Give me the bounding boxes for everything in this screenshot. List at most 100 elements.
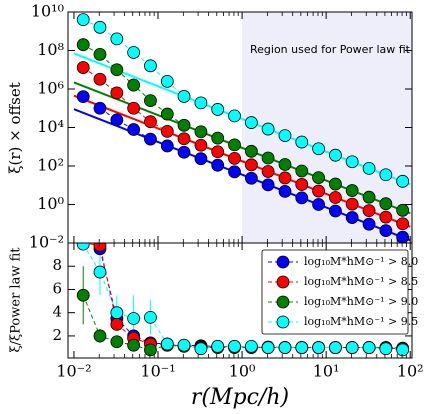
data-point xyxy=(295,135,309,149)
data-point xyxy=(396,203,410,217)
data-point xyxy=(345,197,359,211)
legend-label: log₁₀M*hM⊙⁻¹ > 8.0 xyxy=(304,255,418,268)
data-point xyxy=(345,184,359,197)
data-point xyxy=(329,204,342,218)
data-point xyxy=(244,158,258,172)
data-point xyxy=(379,168,393,182)
data-point xyxy=(295,178,309,191)
data-point xyxy=(127,46,141,59)
y-tick-label: 6 xyxy=(52,279,62,297)
legend-marker xyxy=(276,315,290,329)
data-point xyxy=(278,129,292,142)
x-tick-label: 10⁰ xyxy=(229,362,256,381)
data-point xyxy=(278,184,292,198)
data-line xyxy=(82,44,403,211)
data-point xyxy=(312,142,325,156)
data-point xyxy=(379,197,393,211)
legend-marker xyxy=(276,295,290,309)
data-point xyxy=(228,151,241,165)
data-point xyxy=(362,204,376,218)
ratio-point xyxy=(144,310,157,324)
ratio-point xyxy=(76,288,90,302)
data-point xyxy=(396,217,410,231)
data-point xyxy=(244,116,258,129)
data-point xyxy=(211,103,225,116)
data-point xyxy=(144,132,157,146)
data-point xyxy=(228,109,241,123)
ratio-point xyxy=(278,341,292,354)
y-tick-label: 10² xyxy=(37,156,64,175)
ratio-point xyxy=(144,343,157,357)
x-tick-label: 10⁻² xyxy=(56,362,91,381)
data-point xyxy=(160,124,174,138)
ratio-point xyxy=(362,341,376,354)
data-point xyxy=(160,74,174,88)
data-point xyxy=(93,47,107,61)
data-point xyxy=(261,178,275,192)
data-point xyxy=(329,177,342,191)
data-point xyxy=(177,132,191,146)
ratio-point xyxy=(244,339,258,353)
data-point xyxy=(110,86,124,100)
data-point xyxy=(261,122,275,136)
y-tick-label: 10⁻² xyxy=(29,233,64,252)
ratio-point xyxy=(312,341,325,354)
data-point xyxy=(93,72,107,86)
y-tick-label: 10⁶ xyxy=(37,79,64,98)
ratio-point xyxy=(93,329,107,343)
legend-label: log₁₀M*hM⊙⁻¹ > 9.0 xyxy=(304,295,418,308)
legend-marker xyxy=(276,275,290,289)
data-point xyxy=(110,63,124,77)
data-point xyxy=(244,171,258,185)
data-point xyxy=(362,217,376,231)
ratio-point xyxy=(345,341,359,354)
data-point xyxy=(194,138,208,152)
data-point xyxy=(76,13,90,27)
data-point xyxy=(295,191,309,205)
legend-box xyxy=(261,249,409,335)
data-point xyxy=(76,61,90,74)
annotation: Region used for Power law fit xyxy=(250,43,411,56)
data-point xyxy=(127,123,141,136)
ratio-point xyxy=(110,306,124,320)
data-point xyxy=(93,20,107,34)
data-point xyxy=(244,144,258,158)
data-point xyxy=(345,211,359,224)
ratio-point xyxy=(110,335,124,349)
ratio-point xyxy=(211,339,225,353)
ratio-point xyxy=(93,265,107,279)
data-point xyxy=(177,90,191,103)
y-tick-label: 10⁴ xyxy=(37,117,64,136)
y-axis-label: ξ(r) × offset xyxy=(6,82,24,174)
axes: 10⁻² 10⁻¹ 10⁰ 10¹ 10² 10⁻² 10⁰ 10² 10⁴ 10⁶ 10⁸ 10¹⁰… xyxy=(29,2,424,381)
data-point xyxy=(110,32,124,46)
legend-label: log₁₀M*hM⊙⁻¹ > 9.5 xyxy=(304,315,418,328)
data-point xyxy=(278,171,292,185)
bottom-panel xyxy=(76,214,410,357)
ratio-point xyxy=(110,317,124,331)
data-point xyxy=(211,158,225,172)
ratio-point xyxy=(93,243,107,252)
ratio-point xyxy=(127,312,141,325)
ratio-point xyxy=(76,243,90,251)
ratio-point xyxy=(194,342,208,356)
ratio-point xyxy=(228,339,241,353)
data-point xyxy=(312,198,325,211)
data-point xyxy=(362,190,376,204)
data-point xyxy=(228,165,241,179)
top-panel xyxy=(73,13,411,243)
data-point xyxy=(295,164,309,178)
y-tick-label: 10⁰ xyxy=(37,194,64,213)
data-point xyxy=(194,152,208,166)
x-tick-label: 10¹ xyxy=(313,362,340,381)
x-axis-label: r(Mpc/h) xyxy=(191,385,289,410)
ratio-point xyxy=(77,214,89,226)
ratio-point xyxy=(295,341,309,354)
data-point xyxy=(329,148,342,162)
legend-marker xyxy=(276,255,290,269)
data-point xyxy=(160,139,174,153)
data-point xyxy=(160,107,174,121)
x-tick-label: 10⁻¹ xyxy=(140,362,175,381)
ratio-point xyxy=(261,341,275,354)
data-point xyxy=(261,151,275,165)
